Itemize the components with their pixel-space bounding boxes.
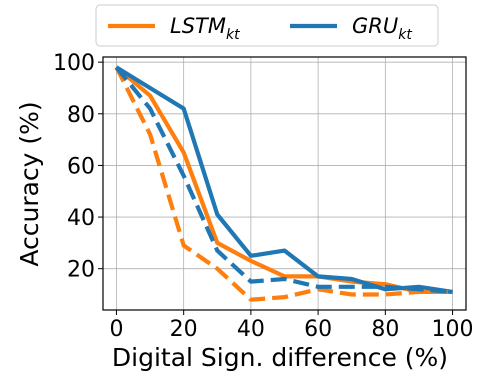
grid-lines: [103, 57, 466, 310]
series-line-lstm-dashed: [114, 66, 453, 302]
legend-box: [95, 4, 439, 47]
series-line-lstm-solid: [115, 65, 453, 294]
y-tick-label: 100: [53, 51, 95, 76]
legend-label-gru-solid: GRUkt: [352, 14, 412, 43]
y-tick-label: 60: [67, 154, 95, 179]
series-line-gru-dashed: [114, 65, 453, 294]
x-tick-label: 80: [371, 317, 399, 342]
y-tick-label: 80: [67, 103, 95, 128]
x-tick-label: 60: [304, 317, 332, 342]
y-tick-label: 40: [67, 206, 95, 231]
y-tick-labels: 20 40 60 80 100: [53, 51, 95, 283]
y-axis-label: Accuracy (%): [15, 101, 44, 266]
series-lines: [114, 65, 453, 302]
series-line-gru-solid: [115, 65, 453, 294]
legend: LSTMkt GRUkt: [95, 4, 439, 47]
x-tick-label: 0: [109, 317, 123, 342]
x-tick-label: 100: [432, 317, 474, 342]
tick-marks: [98, 61, 454, 315]
legend-label-lstm-solid: LSTMkt: [170, 14, 240, 43]
y-tick-label: 20: [67, 258, 95, 283]
x-tick-label: 20: [170, 317, 198, 342]
x-tick-labels: 0 20 40 60 80 100: [109, 317, 473, 342]
x-tick-label: 40: [237, 317, 265, 342]
x-axis-label: Digital Sign. difference (%): [112, 343, 448, 372]
plot-area: [102, 56, 467, 311]
